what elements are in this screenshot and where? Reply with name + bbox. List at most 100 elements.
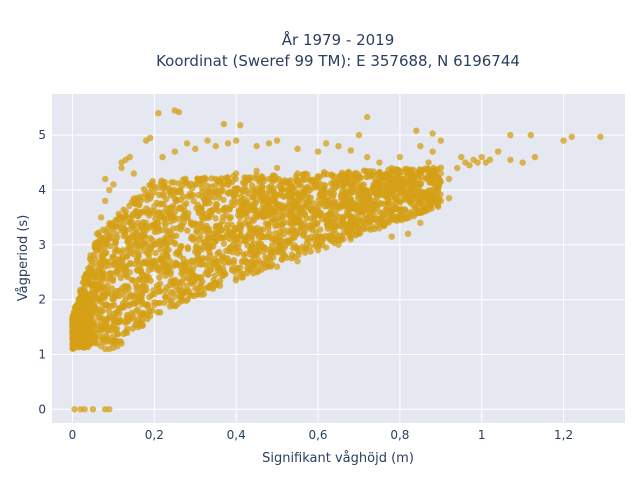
- data-point: [128, 309, 135, 317]
- data-point: [347, 147, 354, 154]
- data-point: [198, 205, 205, 212]
- data-point: [118, 164, 125, 172]
- x-tick-label: 0,6: [308, 428, 327, 442]
- data-point: [285, 239, 293, 246]
- data-point: [364, 194, 372, 202]
- data-point: [133, 194, 141, 202]
- data-point: [159, 180, 167, 188]
- data-point: [180, 255, 187, 263]
- data-point: [323, 140, 330, 147]
- data-point: [288, 190, 295, 197]
- data-point: [404, 170, 412, 178]
- data-point: [264, 233, 271, 240]
- y-axis-title: Vågperiod (s): [16, 215, 31, 302]
- data-point: [202, 270, 209, 277]
- data-point: [153, 282, 161, 289]
- data-point: [220, 240, 228, 247]
- data-point: [128, 276, 135, 283]
- data-point: [320, 169, 328, 176]
- data-point: [111, 293, 118, 301]
- data-point: [184, 245, 192, 253]
- data-point: [183, 269, 191, 276]
- data-point: [183, 282, 191, 290]
- data-point: [170, 289, 177, 297]
- data-point: [123, 271, 130, 279]
- data-point: [128, 292, 135, 300]
- data-point: [129, 219, 136, 226]
- data-point: [202, 195, 209, 202]
- data-point: [105, 258, 112, 265]
- data-point: [113, 270, 121, 277]
- data-point: [230, 229, 238, 237]
- data-point: [195, 191, 202, 199]
- data-point: [187, 291, 195, 298]
- data-point: [239, 188, 247, 195]
- data-point: [165, 184, 172, 192]
- data-point: [102, 197, 109, 205]
- data-point: [232, 175, 239, 183]
- data-point: [332, 217, 340, 224]
- data-point: [197, 261, 204, 268]
- data-point: [340, 183, 347, 191]
- data-point: [181, 207, 188, 215]
- data-point: [389, 203, 396, 210]
- data-point: [216, 259, 223, 266]
- data-point: [239, 270, 247, 277]
- data-point: [494, 148, 502, 155]
- data-point: [298, 223, 305, 230]
- data-point: [127, 243, 135, 250]
- data-point: [90, 281, 98, 288]
- data-point: [507, 131, 514, 139]
- data-point: [568, 133, 575, 140]
- data-point: [162, 268, 170, 275]
- data-point: [134, 267, 142, 274]
- data-point: [417, 219, 424, 227]
- data-point: [193, 273, 200, 280]
- data-point: [161, 263, 169, 270]
- data-point: [88, 332, 96, 340]
- data-point: [69, 331, 76, 338]
- x-tick-label: 0,8: [390, 428, 409, 442]
- data-point: [77, 322, 85, 329]
- data-point: [135, 201, 143, 209]
- data-point: [260, 260, 267, 267]
- data-point: [123, 252, 131, 259]
- data-point: [331, 203, 338, 210]
- data-point: [363, 153, 371, 161]
- data-point: [102, 301, 110, 308]
- data-point: [332, 183, 340, 190]
- data-point: [134, 219, 142, 227]
- data-point: [192, 181, 200, 188]
- data-point: [387, 210, 394, 217]
- data-point: [171, 239, 178, 246]
- data-point: [139, 260, 146, 267]
- data-point: [72, 303, 79, 310]
- data-point: [214, 264, 221, 271]
- data-point: [111, 339, 119, 346]
- data-point: [89, 406, 97, 413]
- data-point: [136, 297, 144, 304]
- data-point: [112, 239, 119, 246]
- data-point: [175, 180, 182, 187]
- data-point: [69, 341, 77, 348]
- data-point: [175, 108, 183, 116]
- data-point: [232, 137, 240, 144]
- data-point: [325, 201, 333, 209]
- data-point: [156, 274, 163, 281]
- data-point: [357, 195, 365, 202]
- data-point: [126, 153, 133, 161]
- data-point: [241, 238, 249, 245]
- data-point: [307, 248, 314, 255]
- data-point: [211, 255, 218, 263]
- data-point: [294, 214, 301, 221]
- data-point: [248, 216, 255, 224]
- data-point: [380, 191, 387, 199]
- data-point: [135, 276, 142, 284]
- data-point: [178, 293, 185, 301]
- data-point: [275, 235, 282, 242]
- data-point: [347, 189, 354, 197]
- data-point: [243, 213, 251, 220]
- data-point: [105, 307, 113, 315]
- data-point: [364, 188, 371, 195]
- data-point: [301, 249, 309, 256]
